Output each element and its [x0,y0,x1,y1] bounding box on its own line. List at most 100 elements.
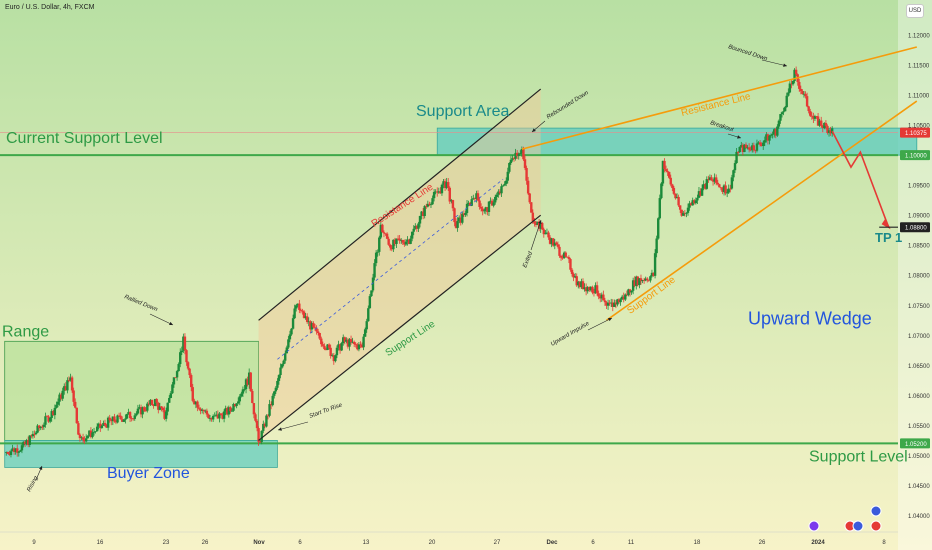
candle [813,116,817,119]
candle [704,184,707,189]
candle [479,206,483,209]
price-axis-panel [898,0,932,550]
candle [597,293,600,297]
candle [655,238,658,254]
candle [799,88,803,92]
candle [291,318,295,329]
candle [548,237,552,244]
candle [653,253,657,276]
candle [715,177,718,183]
candle [66,380,69,391]
candle [349,339,353,343]
candle [25,440,28,445]
candle [141,407,144,415]
candle [158,406,162,410]
candle [738,146,741,153]
candle [352,341,356,345]
candle [318,332,321,339]
candle [374,252,378,264]
event-lightning-icon[interactable] [808,520,820,532]
x-tick-label: 11 [628,540,635,546]
candle [508,162,511,172]
event-flag-icon[interactable] [870,520,882,532]
candle [766,134,770,141]
candle [345,339,348,342]
candle [30,435,33,437]
candle [639,278,643,282]
candle [722,185,726,192]
candle [309,321,312,330]
candle [247,372,251,385]
candle [483,210,486,212]
event-flag-icon[interactable] [852,520,864,532]
candle [50,411,53,418]
candle [110,420,113,422]
candle [215,414,218,416]
candle [409,238,412,244]
candle [414,225,417,229]
y-tick-label: 1.11500 [908,64,930,70]
candle [696,197,699,201]
event-flag-icon[interactable] [870,505,882,517]
candle [114,421,118,423]
candle [28,435,31,445]
candle [89,430,93,438]
candle [624,294,627,300]
candle [509,159,513,163]
candle [37,425,41,429]
candle [736,151,740,153]
candle [752,145,756,151]
candle [252,403,256,415]
candle [111,416,115,422]
candle [528,193,531,203]
x-tick-label: 16 [97,540,104,546]
candle [343,337,346,342]
candle [490,200,494,206]
candle [357,344,361,350]
candle [161,407,165,411]
candle [75,407,78,424]
candle [553,242,556,246]
candle [130,418,133,419]
candle [14,448,17,452]
candle [351,341,354,343]
candle [108,417,111,421]
candle [777,120,781,127]
candle [59,394,63,399]
candle [70,377,74,391]
candle [83,439,86,442]
candle [191,387,194,401]
candle [526,180,530,194]
x-tick-label: 20 [429,540,436,546]
candle [356,344,359,350]
candle [434,191,437,193]
candle [381,224,384,233]
candle [530,202,533,213]
candle [274,387,278,392]
currency-button[interactable]: USD [906,4,924,18]
candle [84,438,88,442]
candle [315,328,318,332]
candle [373,263,376,278]
x-tick-label: 8 [882,540,886,546]
candle [221,414,224,419]
candle [20,445,24,451]
candle [805,96,809,107]
candle [194,401,198,405]
candle [824,122,828,126]
candle [284,353,287,361]
upward-impulse-note-arrowhead [608,318,612,322]
candle [555,242,558,245]
candle [772,129,776,135]
candle [157,402,160,410]
y-tick-label: 1.05000 [908,454,930,460]
y-tick-label: 1.04000 [908,514,930,520]
candle [172,377,176,385]
candle [627,289,630,296]
candle [689,203,693,206]
candle [644,278,647,281]
candle [572,273,575,278]
candle [287,339,290,348]
candle [613,302,616,307]
